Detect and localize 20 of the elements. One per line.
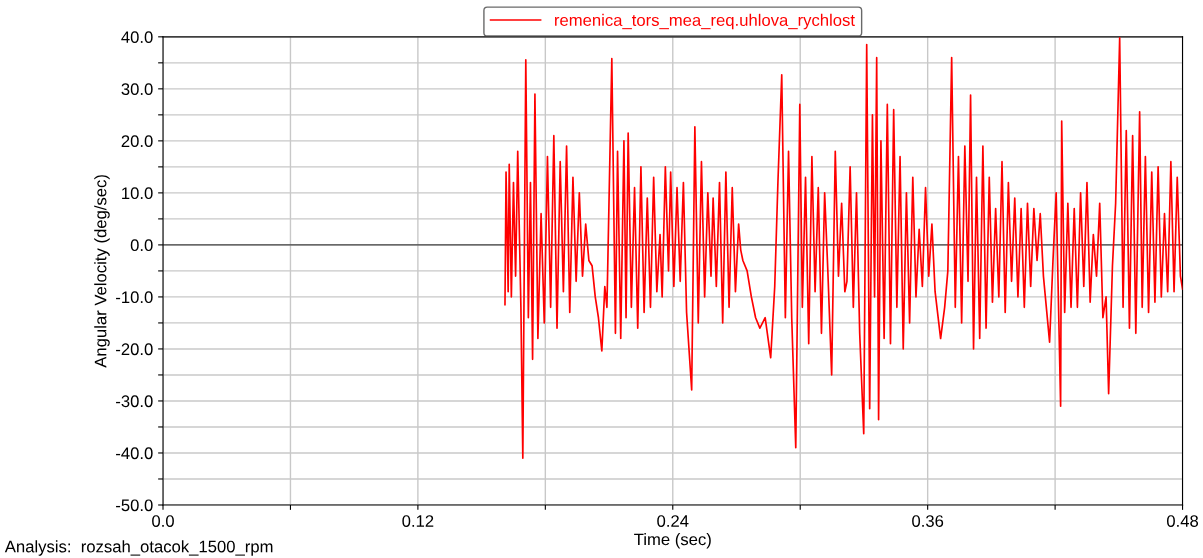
y-tick-label: 20.0 <box>121 135 153 148</box>
y-tick-label: -30.0 <box>116 395 153 408</box>
y-tick-label: 40.0 <box>121 31 153 44</box>
y-tick-label: -20.0 <box>116 343 153 356</box>
x-tick-label: 0.0 <box>152 515 174 527</box>
x-tick-label: 0.24 <box>657 515 689 527</box>
line-series <box>504 37 1183 460</box>
y-tick-label: -50.0 <box>116 499 153 512</box>
y-tick-label: 10.0 <box>122 187 153 200</box>
x-tick-label: 0.48 <box>1166 515 1199 527</box>
x-tick-label: 0.36 <box>912 515 944 527</box>
text: Analysis: rozsah_otacok_1500_rpm <box>4 540 273 556</box>
y-tick-label: 0.0 <box>130 239 153 252</box>
x-tick-label: 0.12 <box>402 515 434 527</box>
y-tick-label: -10.0 <box>116 291 153 304</box>
y-axis-title: Angular Velocity (deg/sec) <box>94 175 110 368</box>
y-tick-label: 30.0 <box>121 83 153 96</box>
x-axis-title: Time (sec) <box>634 533 711 549</box>
legend-label: remenica_tors_mea_req.uhlova_rychlost <box>555 13 855 30</box>
y-tick-label: -40.0 <box>116 447 153 460</box>
